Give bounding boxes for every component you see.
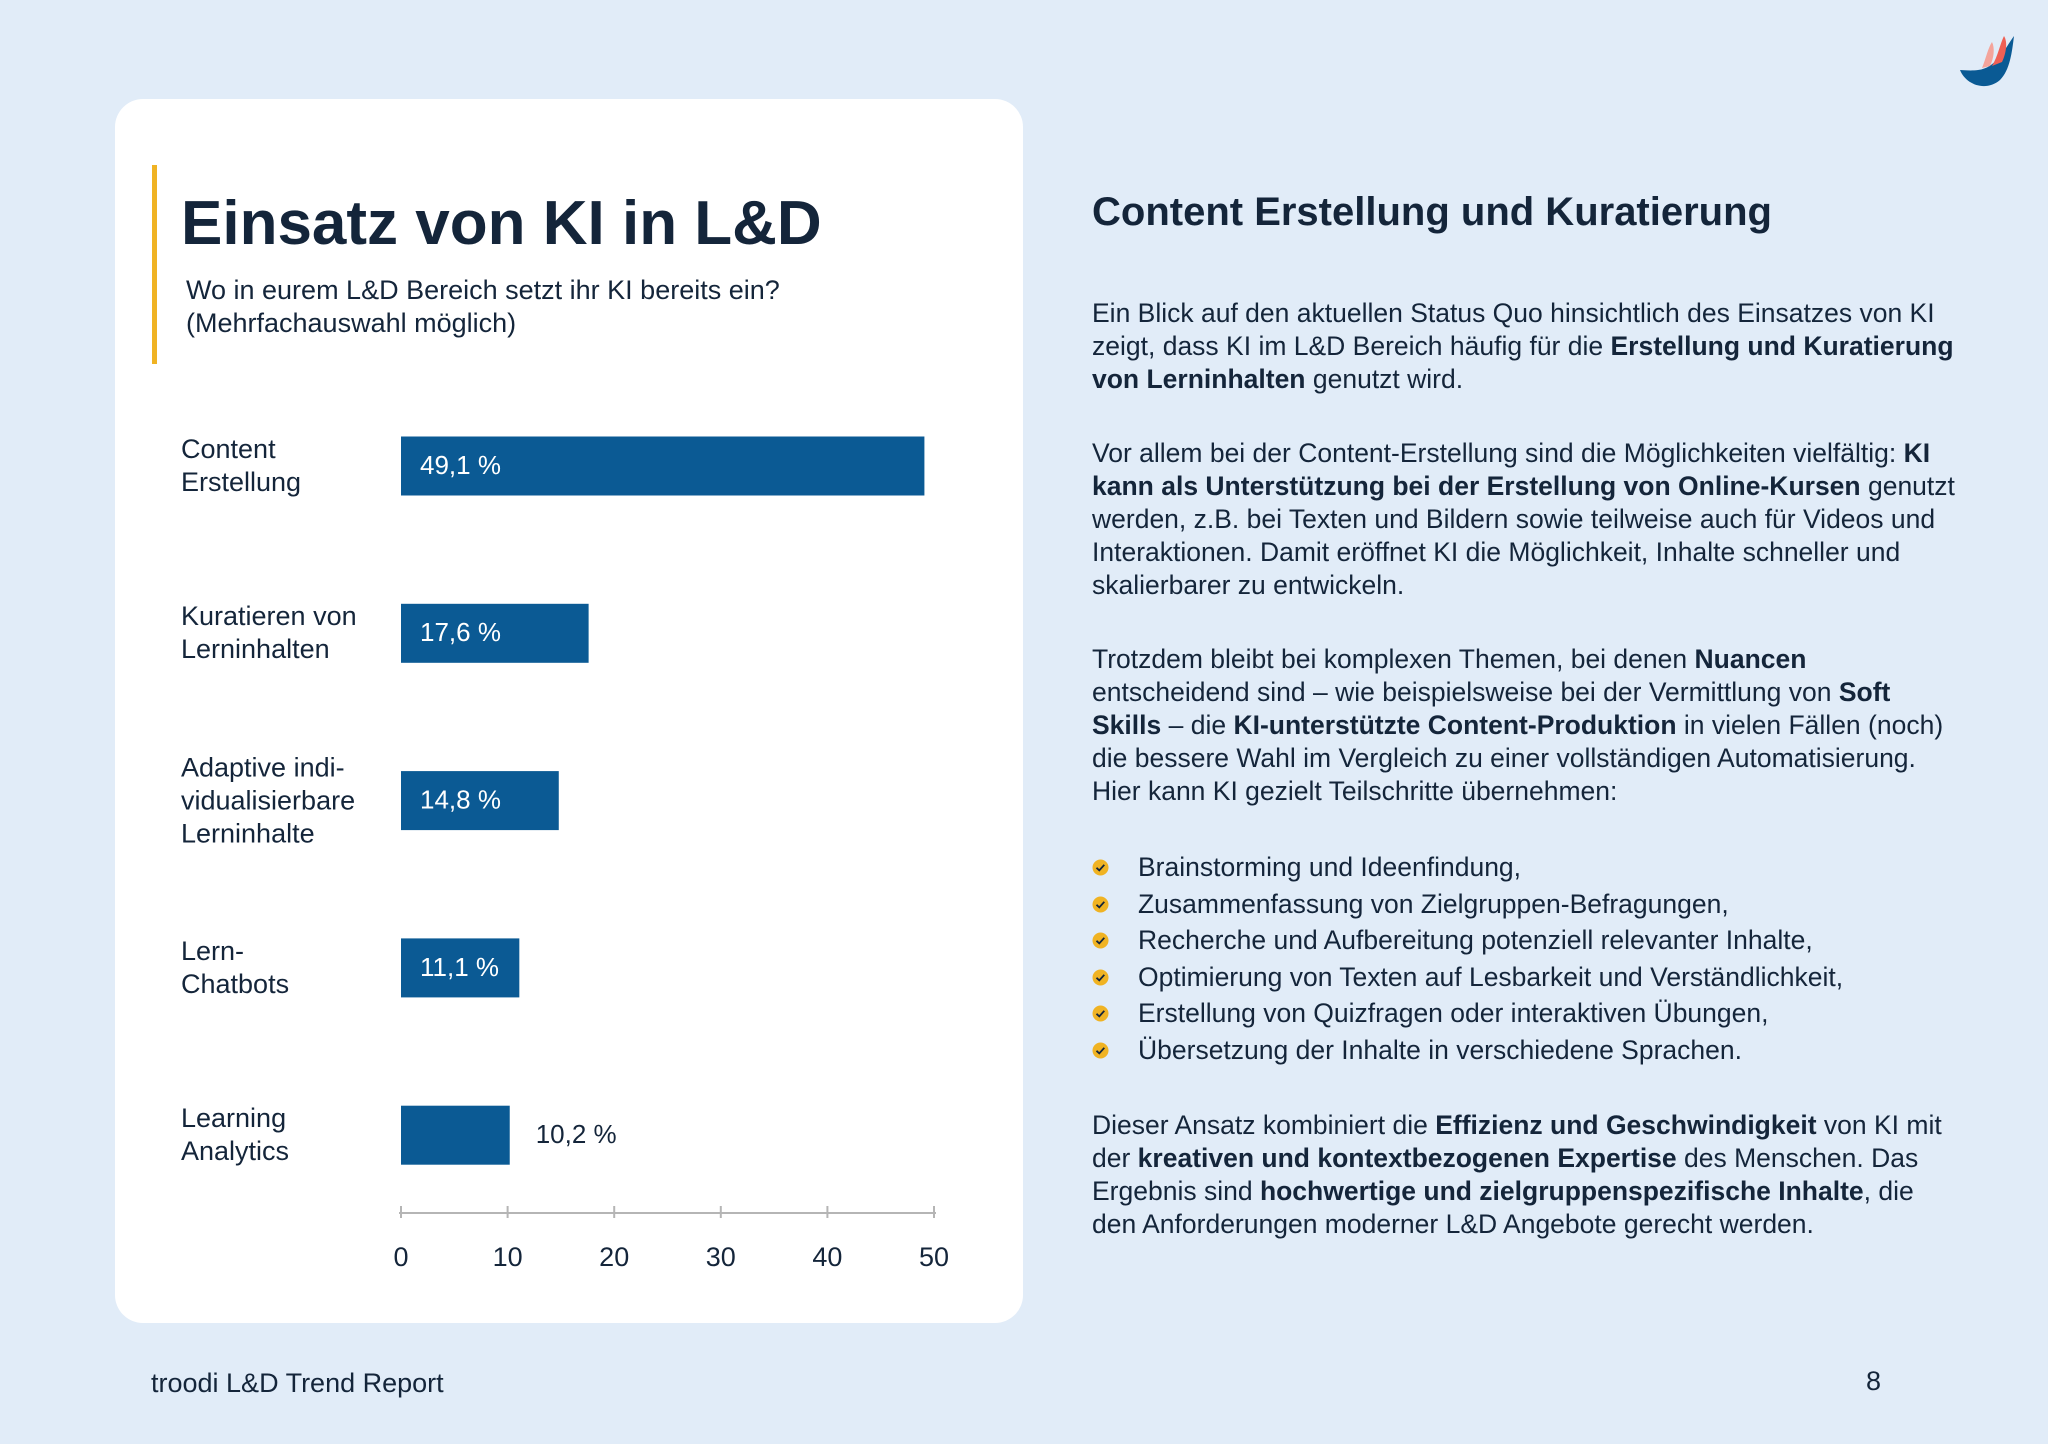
category-label: Lern- Chatbots	[181, 935, 290, 999]
value-label: 11,1 %	[420, 952, 499, 982]
paragraph: Ein Blick auf den aktuellen Status Quo h…	[1092, 297, 1962, 396]
article-heading: Content Erstellung und Kuratierung	[1092, 190, 1772, 234]
bar	[401, 771, 559, 831]
bar	[401, 436, 925, 496]
page-number: 8	[1866, 1366, 1882, 1396]
text: in vielen Fällen (noch) die bessere Wahl…	[1092, 710, 1944, 806]
bar	[401, 938, 520, 998]
category-label: Content Erstellung	[181, 434, 302, 497]
bold-text: Erstellung und Kuratierung von Lerninhal…	[1092, 331, 1954, 394]
text: – die	[1161, 710, 1234, 740]
value-label: 49,1 %	[420, 450, 501, 480]
x-tick-label: 0	[393, 1242, 408, 1272]
bullet-text: Erstellung von Quizfragen oder interakti…	[1138, 998, 1769, 1028]
text: Ein Blick auf den aktuellen Status Quo h…	[1092, 298, 1935, 361]
value-label: 10,2 %	[536, 1119, 617, 1149]
bar	[401, 1105, 510, 1165]
text: des Menschen. Das Ergebnis sind	[1092, 1143, 1919, 1206]
check-icon	[1092, 1005, 1109, 1022]
accent-bar	[152, 165, 157, 364]
chart-subtitle: Wo in eurem L&D Bereich setzt ihr KI ber…	[186, 275, 780, 338]
bullet-item: Zusammenfassung von Zielgruppen-Befragun…	[1092, 886, 1962, 923]
logo	[1960, 36, 2014, 87]
value-label: 14,8 %	[420, 784, 501, 814]
check-icon	[1092, 896, 1109, 912]
text: Dieser Ansatz kombiniert die	[1092, 1110, 1436, 1140]
value-label: 17,6 %	[420, 617, 501, 647]
category-label: Kuratieren von Lerninhalten	[181, 601, 357, 665]
paragraph: Trotzdem bleibt bei komplexen Themen, be…	[1092, 643, 1962, 808]
bold-text: KI kann als Unterstützung bei der Erstel…	[1092, 438, 1931, 501]
x-tick-label: 40	[812, 1242, 842, 1272]
text: entscheidend sind – wie beispielsweise b…	[1092, 677, 1839, 707]
bullet-text: Brainstorming und Ideenfindung,	[1138, 852, 1522, 882]
bold-text: Soft Skills	[1092, 677, 1891, 740]
chart-card	[115, 99, 1023, 1323]
x-tick-label: 30	[706, 1242, 736, 1272]
check-icon	[1092, 969, 1109, 985]
bar	[401, 603, 589, 663]
footer-report: troodi L&D Trend Report	[151, 1368, 444, 1398]
bullet-item: Übersetzung der Inhalte in verschiedene …	[1092, 1032, 1962, 1069]
text: genutzt wird.	[1305, 364, 1464, 394]
x-tick-label: 50	[919, 1242, 949, 1272]
bold-text: KI-unterstützte Content-Produktion	[1233, 710, 1677, 740]
text: Vor allem bei der Content-Erstellung sin…	[1092, 438, 1904, 468]
article: Content Erstellung und Kuratierung Ein B…	[1092, 190, 1962, 1282]
bullet-text: Zusammenfassung von Zielgruppen-Befragun…	[1138, 888, 1729, 919]
bold-text: Effizienz und Geschwindigkeit	[1435, 1110, 1817, 1140]
bullet-text: Optimierung von Texten auf Lesbarkeit un…	[1138, 961, 1844, 992]
bold-text: hochwertige und zielgruppenspezifische I…	[1259, 1176, 1864, 1206]
bullet-item: Brainstorming und Ideenfindung,	[1092, 849, 1962, 886]
bullet-list: Brainstorming und Ideenfindung, Zusammenf…	[1092, 849, 1962, 1068]
check-icon	[1092, 859, 1109, 876]
bullet-item: Recherche und Aufbereitung potenziell re…	[1092, 922, 1962, 959]
check-icon	[1092, 932, 1109, 949]
category-label: Learning Analytics	[181, 1103, 290, 1167]
bullet-text: Übersetzung der Inhalte in verschiedene …	[1138, 1034, 1742, 1065]
x-tick-label: 20	[599, 1242, 629, 1272]
text: von KI mit der	[1092, 1110, 1942, 1173]
text: , die den Anforderungen moderner L&D Ang…	[1092, 1176, 1914, 1239]
text: Trotzdem bleibt bei komplexen Themen, be…	[1092, 644, 1695, 674]
bullet-item: Erstellung von Quizfragen oder interakti…	[1092, 995, 1962, 1032]
x-tick-label: 10	[493, 1242, 523, 1272]
chart-title: Einsatz von KI in L&D	[181, 189, 822, 258]
bold-text: Nuancen	[1694, 644, 1807, 674]
text: genutzt werden, z.B. bei Texten und Bild…	[1092, 471, 1955, 600]
bullet-text: Recherche und Aufbereitung potenziell re…	[1138, 925, 1813, 955]
bullet-item: Optimierung von Texten auf Lesbarkeit un…	[1092, 959, 1962, 996]
paragraph: Vor allem bei der Content-Erstellung sin…	[1092, 437, 1962, 602]
check-icon	[1092, 1042, 1109, 1058]
paragraph: Dieser Ansatz kombiniert die Effizienz u…	[1092, 1109, 1962, 1241]
bold-text: kreativen und kontextbezogenen Expertise	[1137, 1143, 1677, 1173]
category-label: Adaptive indi- vidualisierbare Lerninhal…	[181, 752, 356, 849]
